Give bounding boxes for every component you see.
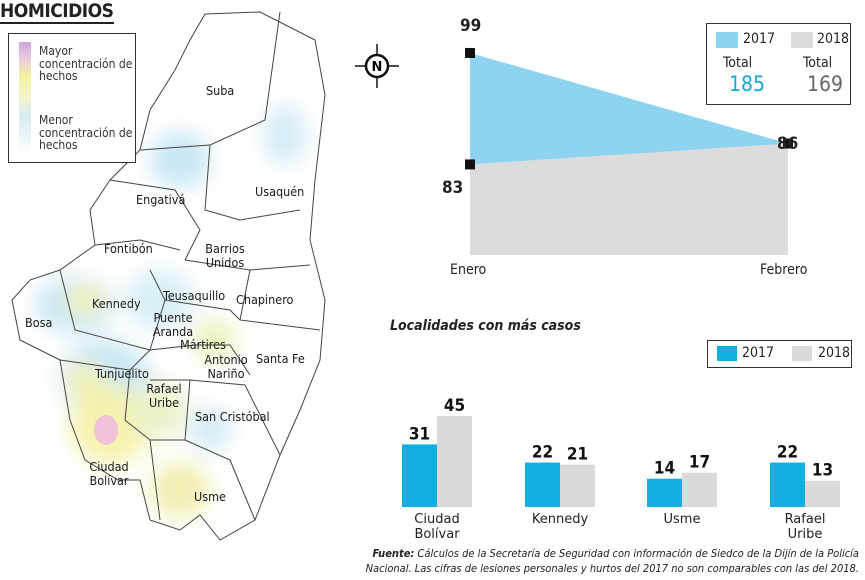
bar-2017-1 [525, 462, 560, 507]
marker-2018-enero [465, 159, 475, 170]
trend-x-label-febrero: Febrero [760, 262, 808, 278]
locality-label-bosa: Bosa [25, 315, 53, 330]
bar-2017-3 [770, 462, 805, 507]
total-2018-label: Total [803, 55, 833, 71]
bar-2017-0 [402, 444, 437, 507]
locality-label-san-cristobal: San Cristóbal [195, 409, 270, 424]
source-text: Cálculos de la Secretaría de Seguridad c… [365, 547, 859, 575]
bar-value-2017-2: 14 [654, 459, 675, 479]
bars-legend-swatch-2018 [792, 346, 812, 361]
bar-category-label-0-0: Ciudad [414, 512, 459, 527]
locality-label-santa-fe: Santa Fe [256, 351, 305, 366]
locality-label-rafael-uribe: Rafael Uribe [146, 381, 182, 410]
trend-legend: 2017 2018 Total Total 185 169 [706, 23, 851, 105]
bar-category-label-0-1: Bolívar [414, 527, 460, 542]
bar-2018-2 [682, 472, 717, 507]
locality-label-fontibon: Fontibón [104, 241, 153, 256]
bar-value-2018-1: 21 [567, 445, 588, 465]
trend-value-2018-enero: 83 [442, 178, 464, 198]
trend-value-febrero: 86 [777, 134, 799, 154]
locality-label-ciudad-bolivar: Ciudad Bolívar [89, 459, 129, 488]
bar-2018-3 [805, 480, 840, 507]
marker-febrero [783, 138, 793, 149]
source-note: Fuente: Cálculos de la Secretaría de Seg… [359, 546, 859, 576]
bar-category-label-3-1: Uribe [788, 527, 823, 542]
hotspot [94, 415, 118, 445]
legend-low-label: Menor concentración de hechos [39, 113, 133, 152]
legend-swatch-2017 [716, 32, 738, 48]
bar-value-2018-3: 13 [812, 461, 833, 481]
bars-legend-swatch-2017 [717, 346, 737, 361]
heat-legend: Mayor concentración de hechos Menor conc… [8, 33, 136, 163]
legend-swatch-2018 [791, 32, 813, 48]
locality-label-teusaquillo: Teusaquillo [163, 288, 226, 303]
bar-value-2018-0: 45 [444, 396, 465, 416]
bar-value-2018-2: 17 [689, 453, 710, 473]
legend-2018-label: 2018 [817, 31, 850, 47]
trend-value-2017-enero: 99 [460, 16, 482, 36]
bar-value-2017-3: 22 [777, 443, 798, 463]
bars-legend-2018: 2018 [818, 345, 851, 361]
heat-gradient [19, 42, 31, 154]
trend-x-label-enero: Enero [450, 262, 487, 278]
legend-high-label: Mayor concentración de hechos [39, 44, 133, 83]
total-2017-label: Total [723, 55, 753, 71]
locality-label-usaquen: Usaquén [255, 184, 305, 199]
locality-label-engativa: Engativá [136, 192, 186, 207]
page-title: HOMICIDIOS [0, 0, 114, 24]
locality-label-barrios-unidos: Barrios Unidos [205, 241, 245, 270]
locality-label-suba: Suba [206, 83, 235, 98]
source-label: Fuente: [372, 547, 415, 560]
bar-2017-2 [647, 478, 682, 507]
bar-value-2017-0: 31 [409, 424, 430, 444]
bar-2018-0 [437, 416, 472, 507]
area-2018 [470, 143, 788, 255]
bar-2018-1 [560, 464, 595, 507]
bar-category-label-2: Usme [664, 512, 701, 527]
total-2018-value: 169 [807, 72, 844, 96]
bars-legend-2017: 2017 [742, 345, 775, 361]
locality-label-martires: Mártires [180, 337, 226, 352]
monthly-trend-chart [465, 47, 793, 255]
locality-label-kennedy: Kennedy [92, 296, 141, 311]
marker-2017-enero [465, 47, 475, 58]
compass-icon: N [355, 44, 399, 88]
boundaries [11, 11, 326, 541]
locality-label-chapinero: Chapinero [236, 292, 294, 307]
bars-title: Localidades con más casos [390, 318, 581, 334]
bars-legend: 2017 2018 [707, 340, 852, 368]
legend-2017-label: 2017 [743, 31, 776, 47]
locality-label-tunjuelito: Tunjuelito [95, 366, 149, 381]
bar-value-2017-1: 22 [532, 443, 553, 463]
total-2017-value: 185 [729, 72, 766, 96]
area-2017 [470, 52, 788, 165]
bar-category-label-1: Kennedy [532, 512, 589, 527]
locality-label-antonio-narino: Antonio Nariño [204, 352, 248, 381]
bar-category-label-3-0: Rafael [785, 512, 826, 527]
bogota-map [11, 11, 326, 541]
locality-label-puente-aranda: Puente Aranda [152, 310, 194, 339]
compass-letter: N [372, 60, 383, 75]
locality-label-usme: Usme [194, 489, 226, 504]
